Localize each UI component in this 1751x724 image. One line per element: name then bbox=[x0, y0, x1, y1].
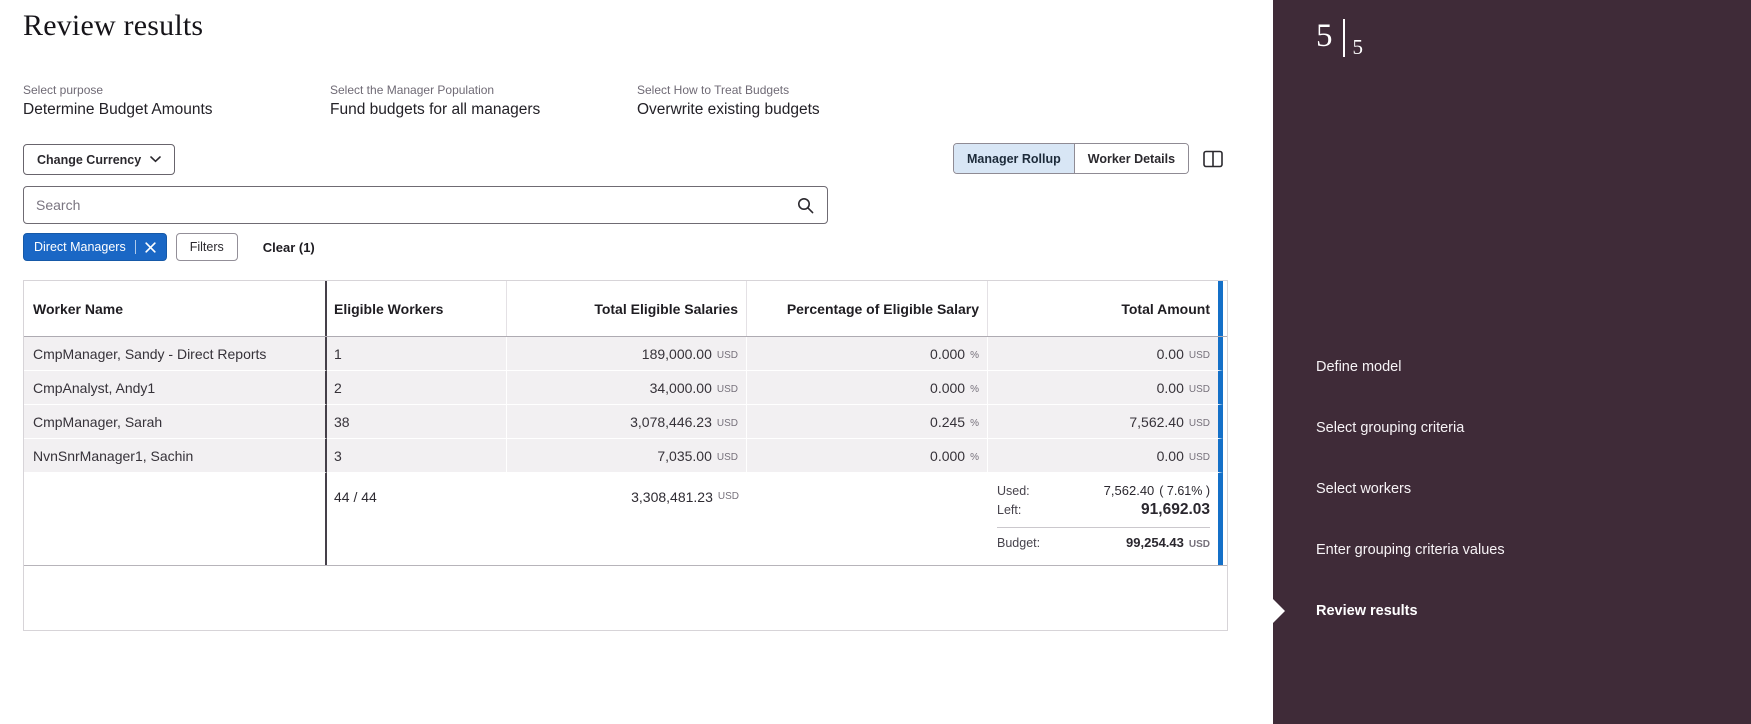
chevron-down-icon bbox=[150, 156, 162, 163]
cell-eligible-workers: 2 bbox=[327, 371, 507, 405]
split-view-button[interactable] bbox=[1203, 148, 1227, 170]
close-icon[interactable] bbox=[145, 241, 156, 253]
results-table: Worker Name Eligible Workers Total Eligi… bbox=[23, 280, 1228, 631]
table-row[interactable]: CmpManager, Sandy - Direct Reports 1 189… bbox=[24, 337, 1227, 371]
cell-total-amount: 0.00 USD bbox=[988, 337, 1223, 371]
step-indicator: 5 5 bbox=[1316, 18, 1363, 60]
filters-button[interactable]: Filters bbox=[175, 233, 238, 261]
cell-total-eligible-salaries: 189,000.00 USD bbox=[507, 337, 747, 371]
field-label: Select purpose bbox=[23, 83, 104, 97]
field-value: Determine Budget Amounts bbox=[23, 101, 213, 118]
budget-label: Budget: bbox=[997, 536, 1041, 550]
field-label: Select How to Treat Budgets bbox=[637, 83, 790, 97]
view-toggle-group: Manager Rollup Worker Details bbox=[953, 143, 1190, 174]
field-value: Overwrite existing budgets bbox=[637, 101, 820, 118]
workflow-train-panel: 5 5 Define model Select grouping criteri… bbox=[1273, 0, 1751, 724]
cell-worker-name: CmpManager, Sarah bbox=[24, 405, 327, 439]
table-footer-space bbox=[24, 566, 1227, 630]
search-icon[interactable] bbox=[797, 197, 814, 214]
filter-chip-direct-managers[interactable]: Direct Managers bbox=[23, 233, 167, 261]
summary-eligible-workers: 44 / 44 bbox=[327, 473, 507, 565]
step-total: 5 bbox=[1352, 35, 1364, 59]
step-select-workers[interactable]: Select workers bbox=[1316, 480, 1412, 497]
cell-eligible-workers: 1 bbox=[327, 337, 507, 371]
change-currency-button[interactable]: Change Currency bbox=[23, 144, 176, 175]
column-header-eligible-workers[interactable]: Eligible Workers bbox=[327, 281, 507, 336]
summary-empty-cell bbox=[24, 473, 327, 565]
column-header-total-amount[interactable]: Total Amount bbox=[988, 281, 1223, 336]
cell-percentage: 0.000% bbox=[747, 439, 988, 473]
cell-percentage: 0.000% bbox=[747, 371, 988, 405]
filter-chip-label: Direct Managers bbox=[34, 240, 126, 254]
budget-total-line: Budget: 99,254.43 USD bbox=[997, 535, 1210, 550]
toggle-manager-rollup[interactable]: Manager Rollup bbox=[954, 144, 1074, 173]
cell-total-eligible-salaries: 3,078,446.23 USD bbox=[507, 405, 747, 439]
cell-total-amount: 7,562.40 USD bbox=[988, 405, 1223, 439]
budget-left-line: Left: 91,692.03 bbox=[997, 501, 1210, 519]
cell-worker-name: CmpManager, Sandy - Direct Reports bbox=[24, 337, 327, 371]
table-header-row: Worker Name Eligible Workers Total Eligi… bbox=[24, 281, 1227, 337]
column-header-total-eligible-salaries[interactable]: Total Eligible Salaries bbox=[507, 281, 747, 336]
change-currency-label: Change Currency bbox=[37, 152, 142, 167]
step-indicator-divider bbox=[1342, 19, 1345, 57]
cell-total-amount: 0.00 USD bbox=[988, 371, 1223, 405]
column-header-percentage-of-eligible-salary[interactable]: Percentage of Eligible Salary bbox=[747, 281, 988, 336]
field-treat-budgets: Select How to Treat Budgets Overwrite ex… bbox=[637, 83, 820, 119]
table-row[interactable]: CmpAnalyst, Andy1 2 34,000.00 USD 0.000% … bbox=[24, 371, 1227, 405]
summary-total-eligible-salaries: 3,308,481.23 USD bbox=[507, 473, 747, 565]
search-box bbox=[23, 186, 828, 224]
cell-worker-name: NvnSnrManager1, Sachin bbox=[24, 439, 327, 473]
left-value: 91,692.03 bbox=[1141, 501, 1210, 518]
field-value: Fund budgets for all managers bbox=[330, 101, 541, 118]
step-enter-grouping-criteria-values[interactable]: Enter grouping criteria values bbox=[1316, 541, 1505, 558]
table-row[interactable]: CmpManager, Sarah 38 3,078,446.23 USD 0.2… bbox=[24, 405, 1227, 439]
cell-eligible-workers: 3 bbox=[327, 439, 507, 473]
used-value: 7,562.40( 7.61% ) bbox=[1103, 483, 1210, 498]
cell-percentage: 0.245% bbox=[747, 405, 988, 439]
main-content: Review results Select purpose Determine … bbox=[23, 9, 1228, 631]
budget-value: 99,254.43 USD bbox=[1126, 535, 1210, 550]
search-input[interactable] bbox=[24, 187, 797, 223]
summary-row: 44 / 44 3,308,481.23 USD Used: 7,562.40( … bbox=[24, 473, 1227, 566]
workflow-steps: Define model Select grouping criteria Se… bbox=[1273, 336, 1751, 641]
step-review-results[interactable]: Review results bbox=[1273, 580, 1751, 641]
cell-worker-name: CmpAnalyst, Andy1 bbox=[24, 371, 327, 405]
cell-total-eligible-salaries: 34,000.00 USD bbox=[507, 371, 747, 405]
used-label: Used: bbox=[997, 484, 1030, 498]
step-define-model[interactable]: Define model bbox=[1316, 358, 1402, 375]
cell-total-amount: 0.00 USD bbox=[988, 439, 1223, 473]
left-label: Left: bbox=[997, 503, 1022, 517]
cell-total-eligible-salaries: 7,035.00 USD bbox=[507, 439, 747, 473]
toggle-worker-details[interactable]: Worker Details bbox=[1073, 144, 1189, 173]
step-select-grouping-criteria[interactable]: Select grouping criteria bbox=[1316, 419, 1465, 436]
step-current: 5 bbox=[1316, 18, 1333, 54]
cell-percentage: 0.000% bbox=[747, 337, 988, 371]
budget-used-line: Used: 7,562.40( 7.61% ) bbox=[997, 483, 1210, 498]
split-view-icon bbox=[1203, 150, 1227, 168]
field-label: Select the Manager Population bbox=[330, 83, 495, 97]
budget-summary: Used: 7,562.40( 7.61% ) Left: 91,692.03 … bbox=[988, 473, 1223, 565]
cell-eligible-workers: 38 bbox=[327, 405, 507, 439]
field-select-purpose: Select purpose Determine Budget Amounts bbox=[23, 83, 213, 119]
table-row[interactable]: NvnSnrManager1, Sachin 3 7,035.00 USD 0.0… bbox=[24, 439, 1227, 473]
filter-bar: Direct Managers Filters Clear (1) bbox=[23, 233, 315, 261]
field-manager-population: Select the Manager Population Fund budge… bbox=[330, 83, 540, 119]
page-title: Review results bbox=[23, 9, 204, 42]
clear-filters-button[interactable]: Clear (1) bbox=[262, 239, 315, 255]
column-header-worker-name[interactable]: Worker Name bbox=[24, 281, 327, 336]
summary-empty-cell bbox=[747, 473, 988, 565]
chip-divider bbox=[134, 240, 136, 254]
budget-divider bbox=[997, 527, 1210, 528]
